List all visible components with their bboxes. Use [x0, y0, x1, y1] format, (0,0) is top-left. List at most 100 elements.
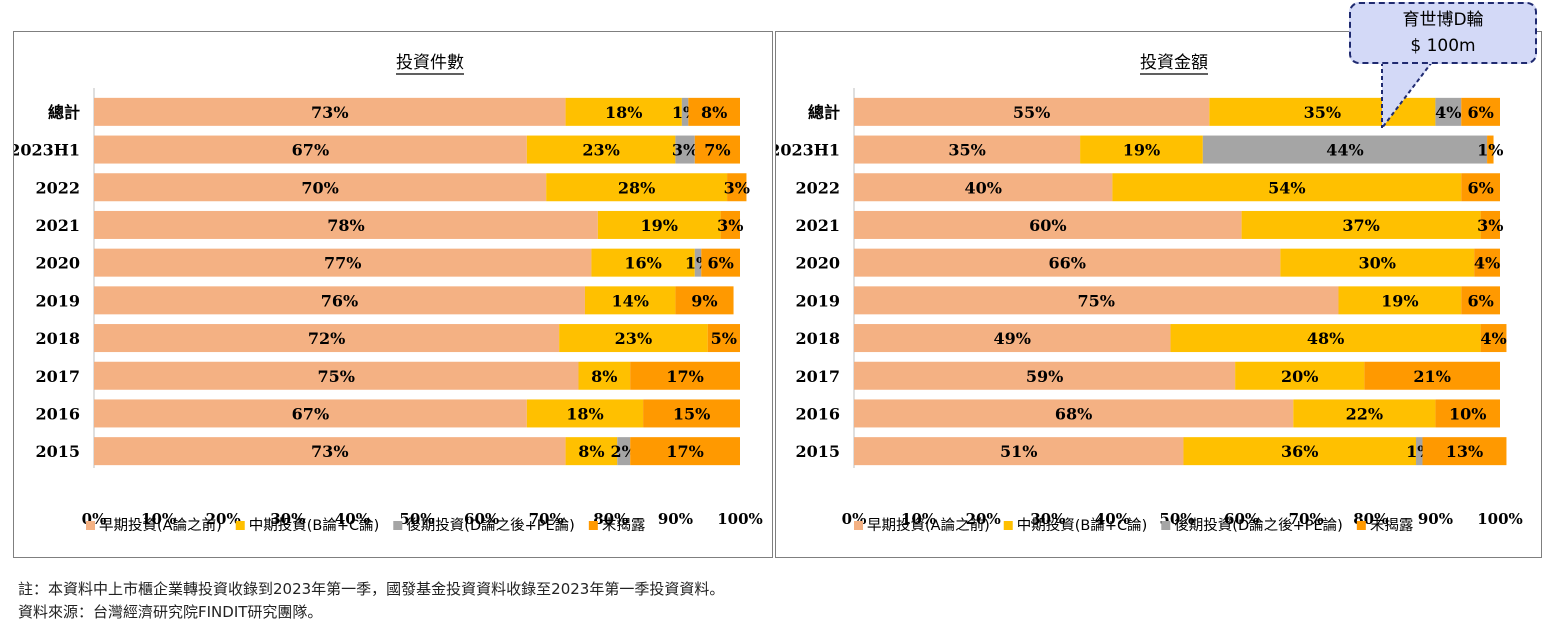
category-label: 2015 [35, 442, 80, 461]
chart-title: 投資金額 [1140, 53, 1208, 73]
bar-segment-early [94, 361, 579, 390]
data-label: 3% [724, 178, 750, 197]
legend-label: 末揭露 [1370, 517, 1414, 534]
data-label: 36% [1281, 442, 1318, 461]
category-label: 2020 [795, 254, 840, 273]
data-label: 54% [1268, 178, 1305, 197]
bar-segment-late [694, 248, 702, 277]
legend-swatch-undisclosed [588, 521, 598, 530]
x-tick-label: 90% [658, 510, 693, 528]
category-label: 2019 [795, 291, 840, 310]
data-label: 59% [1026, 367, 1063, 386]
bar-segment-early [94, 437, 566, 466]
legend-label: 中期投資(B論+C論) [1017, 517, 1148, 534]
bar-segment-mid [565, 437, 618, 466]
data-label: 70% [301, 178, 338, 197]
category-label: 2022 [35, 178, 80, 197]
data-label: 16% [624, 254, 661, 273]
category-label: 2018 [35, 329, 80, 348]
bar-segment-early [854, 173, 1113, 202]
data-label: 35% [1304, 103, 1341, 122]
data-label: 51% [1000, 442, 1037, 461]
category-label: 2021 [35, 216, 80, 235]
data-label: 23% [582, 141, 619, 160]
x-tick-label: 70% [1289, 510, 1324, 528]
data-label: 3% [717, 216, 743, 235]
bar-segment-mid [1338, 286, 1462, 315]
x-tick-label: 10% [901, 510, 936, 528]
category-label: 2020 [35, 254, 80, 273]
data-label: 4% [1474, 254, 1500, 273]
category-label: 2017 [35, 367, 80, 386]
x-tick-label: 100% [1477, 510, 1523, 528]
data-label: 5% [711, 329, 737, 348]
data-label: 66% [1048, 254, 1085, 273]
x-tick-label: 60% [464, 510, 499, 528]
bar-segment-mid [597, 210, 721, 239]
chart-panel-investment-amount: 投資金額 總計 55% 35% 4% 6% 2023H1 35% 19% 44% 1% 2022 40%… [775, 31, 1542, 558]
legend-swatch-late [393, 521, 403, 530]
bar-segment-mid [1183, 437, 1417, 466]
bar-segment-early [94, 248, 592, 277]
bar-segment-mid [1170, 324, 1481, 353]
data-label: 10% [1449, 404, 1486, 423]
bar-segment-undisclosed [694, 135, 740, 164]
data-label: 6% [1467, 103, 1493, 122]
data-label: 77% [324, 254, 361, 273]
bar-segment-early [854, 286, 1339, 315]
legend-swatch-early [86, 521, 95, 530]
data-label: 8% [578, 442, 604, 461]
category-label: 2021 [795, 216, 840, 235]
legend-swatch-undisclosed [1356, 521, 1366, 530]
data-label: 8% [701, 103, 727, 122]
bar-segment-mid [1235, 361, 1365, 390]
x-tick-label: 90% [1418, 510, 1453, 528]
chart-title: 投資件數 [396, 53, 464, 73]
data-label: 35% [948, 141, 985, 160]
data-label: 9% [691, 291, 717, 310]
bar-segment-undisclosed [701, 248, 740, 277]
bar-segment-early [854, 399, 1294, 428]
bar-segment-early [94, 135, 527, 164]
bar-segment-mid [1241, 210, 1481, 239]
data-label: 72% [308, 329, 345, 348]
data-label: 19% [1123, 141, 1160, 160]
bar-segment-early [854, 361, 1236, 390]
bar-segment-undisclosed [675, 286, 734, 315]
data-label: 7% [704, 141, 730, 160]
data-label: 14% [611, 291, 648, 310]
legend-swatch-late [1161, 521, 1171, 530]
bar-segment-early [94, 97, 566, 126]
data-label: 13% [1446, 442, 1483, 461]
bar-segment-undisclosed [1480, 210, 1500, 239]
legend-label: 中期投資(B論+C論) [249, 517, 380, 534]
bar-segment-mid [591, 248, 695, 277]
x-tick-label: 20% [206, 510, 241, 528]
bar-segment-undisclosed [1480, 324, 1507, 353]
data-label: 76% [321, 291, 358, 310]
data-label: 18% [605, 103, 642, 122]
legend-label: 後期投資(D論之後+PE論) [1174, 517, 1343, 534]
category-label: 2023H1 [14, 141, 80, 160]
bar-segment-mid [584, 286, 676, 315]
bar-segment-undisclosed [630, 437, 740, 466]
legend-swatch-mid [235, 521, 245, 530]
bar-segment-mid [565, 97, 682, 126]
bar-segment-undisclosed [630, 361, 740, 390]
data-label: 19% [641, 216, 678, 235]
data-label: 6% [1467, 178, 1493, 197]
data-label: 23% [615, 329, 652, 348]
data-label: 8% [591, 367, 617, 386]
data-label: 19% [1381, 291, 1418, 310]
bar-segment-late [617, 437, 631, 466]
bar-segment-mid [526, 399, 644, 428]
x-tick-label: 40% [1095, 510, 1130, 528]
bar-segment-mid [1293, 399, 1436, 428]
data-label: 67% [292, 141, 329, 160]
bar-segment-undisclosed [1422, 437, 1507, 466]
data-label: 20% [1281, 367, 1318, 386]
data-label: 4% [1435, 103, 1461, 122]
bar-segment-early [854, 324, 1171, 353]
bar-segment-mid [578, 361, 631, 390]
data-label: 44% [1326, 141, 1363, 160]
